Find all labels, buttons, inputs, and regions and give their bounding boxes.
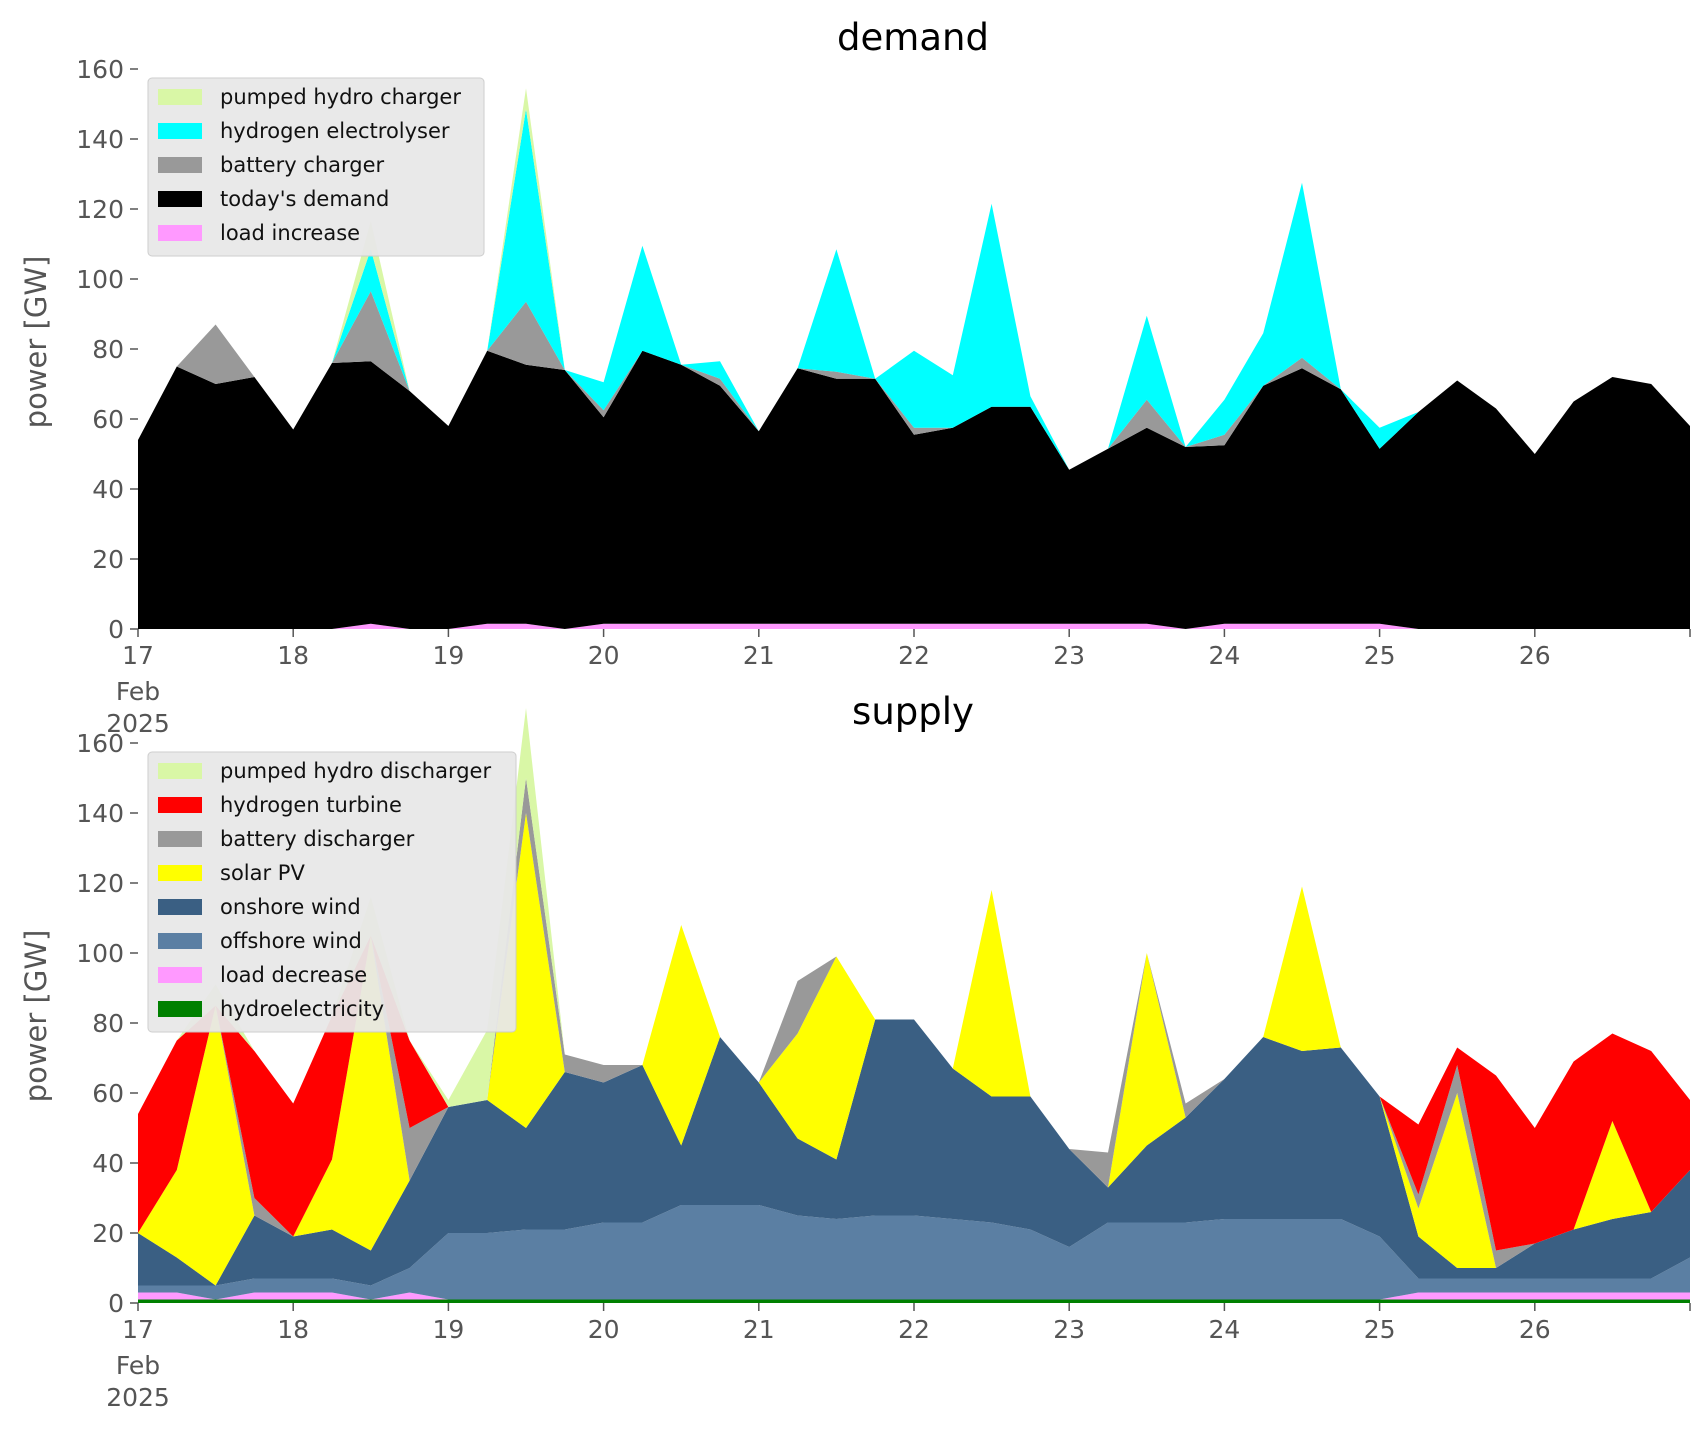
legend-label-load-decrease: load decrease [220,963,367,987]
area-onshore-wind [138,1019,1690,1286]
x-tick-label: 25 [1364,641,1396,670]
y-tick-label: 100 [76,939,124,968]
y-tick-label: 40 [92,475,124,504]
legend-swatch-pumped-hydro-discharger [158,763,202,779]
x-tick-label: 21 [743,1315,775,1344]
legend-swatch-solar-pv [158,865,202,881]
area-hydrogen-turbine [138,778,1690,1251]
demand-legend: pumped hydro charger hydrogen electrolys… [147,77,485,257]
y-tick-label: 80 [92,335,124,364]
area-today-s-demand [138,350,1690,629]
demand-axes: 0 20 40 60 80 100 120 140 160 17 Feb 2025 18 19 20 21 22… [76,55,1691,738]
y-tick-label: 80 [92,1009,124,1038]
x-tick-label: 17 [122,641,154,670]
y-tick-label: 20 [92,1219,124,1248]
legend-swatch-load-decrease [158,967,202,983]
legend-label-pumped-hydro-charger: pumped hydro charger [220,85,461,109]
y-tick-label: 20 [92,545,124,574]
legend-label-pumped-hydro-discharger: pumped hydro discharger [220,759,491,783]
x-tick-label: 17 [122,1315,154,1344]
legend-label-hydrogen-turbine: hydrogen turbine [220,793,402,817]
legend-swatch-hydrogen-turbine [158,797,202,813]
area-load-decrease [138,1292,1690,1300]
supply-axes: 0 20 40 60 80 100 120 140 160 17 Feb 2025 18 19 20 21 22… [76,729,1691,1412]
demand-ylabel: power [GW] [19,256,53,429]
x-tick-label: 19 [432,1315,464,1344]
legend-swatch-offshore-wind [158,933,202,949]
y-tick-label: 160 [76,55,124,84]
legend-label-todays-demand: today's demand [220,187,389,211]
area-offshore-wind [138,1205,1690,1300]
legend-swatch-todays-demand [158,191,202,207]
x-tick-label: 18 [277,1315,309,1344]
area-hydroelectricity [138,1299,1690,1303]
y-tick-label: 40 [92,1149,124,1178]
x-tick-label: 23 [1053,1315,1085,1344]
x-tick-label: 18 [277,641,309,670]
supply-panel: supply power [GW] 0 20 40 60 80 100 120 140 160 1… [19,690,1691,1412]
legend-label-solar-pv: solar PV [220,861,305,885]
x-tick-label: 19 [432,641,464,670]
supply-legend-box [147,751,517,1033]
supply-legend: pumped hydro discharger hydrogen turbine… [147,751,517,1033]
supply-ylabel: power [GW] [19,930,53,1103]
y-tick-label: 140 [76,799,124,828]
legend-swatch-load-increase [158,225,202,241]
x-tick-sublabel: Feb [116,677,160,706]
demand-areas [138,88,1690,629]
supply-title: supply [852,690,974,733]
x-tick-label: 20 [588,641,620,670]
legend-label-hydrogen-electrolyser: hydrogen electrolyser [220,119,450,143]
x-tick-label: 24 [1208,641,1240,670]
y-tick-label: 120 [76,869,124,898]
x-tick-sublabel: 2025 [106,709,170,738]
area-battery-charger [138,291,1690,470]
y-tick-label: 60 [92,405,124,434]
legend-label-onshore-wind: onshore wind [220,895,361,919]
y-tick-label: 0 [108,1289,124,1318]
y-tick-label: 100 [76,265,124,294]
y-tick-label: 60 [92,1079,124,1108]
demand-panel: demand power [GW] 0 20 40 60 80 100 120 140 160 1… [19,16,1691,738]
x-tick-label: 23 [1053,641,1085,670]
legend-swatch-onshore-wind [158,899,202,915]
legend-swatch-battery-charger [158,157,202,173]
legend-label-hydroelectricity: hydroelectricity [220,997,384,1021]
area-hydrogen-electrolyser [138,109,1690,470]
x-tick-sublabel: 2025 [106,1383,170,1412]
x-tick-label: 20 [588,1315,620,1344]
area-solar-pv [138,813,1690,1286]
supply-areas [138,708,1690,1303]
x-tick-sublabel: Feb [116,1351,160,1380]
x-tick-label: 24 [1208,1315,1240,1344]
legend-swatch-hydroelectricity [158,1001,202,1017]
legend-label-offshore-wind: offshore wind [220,929,362,953]
demand-legend-box [147,77,485,257]
x-tick-label: 25 [1364,1315,1396,1344]
area-load-increase [138,623,1690,629]
x-tick-label: 26 [1519,641,1551,670]
y-tick-label: 160 [76,729,124,758]
x-tick-label: 26 [1519,1315,1551,1344]
legend-swatch-hydrogen-electrolyser [158,123,202,139]
legend-label-battery-discharger: battery discharger [220,827,415,851]
legend-swatch-pumped-hydro-charger [158,89,202,105]
demand-title: demand [837,16,989,59]
x-tick-label: 22 [898,641,930,670]
legend-label-load-increase: load increase [220,221,360,245]
y-tick-label: 0 [108,615,124,644]
x-tick-label: 22 [898,1315,930,1344]
legend-swatch-battery-discharger [158,831,202,847]
y-tick-label: 140 [76,125,124,154]
y-tick-label: 120 [76,195,124,224]
x-tick-label: 21 [743,641,775,670]
legend-label-battery-charger: battery charger [220,153,385,177]
